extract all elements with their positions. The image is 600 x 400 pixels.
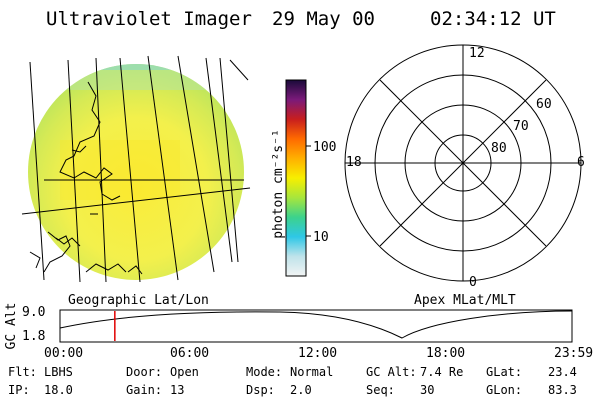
- meridian-line: [177, 55, 215, 273]
- uv-image-disk: [28, 64, 244, 280]
- info-value-glat: 23.4: [548, 365, 577, 379]
- colorbar-tick-100: 100: [313, 140, 337, 155]
- mlat-label-80: 80: [491, 141, 507, 156]
- meridian-line: [205, 57, 233, 263]
- mlt-label-0: 0: [469, 275, 477, 290]
- left-panel-caption: Geographic Lat/Lon: [68, 293, 209, 308]
- info-label-flt: Flt:: [8, 365, 37, 379]
- meridian-line: [29, 61, 45, 281]
- meridian-line: [119, 57, 141, 283]
- meridian-line: [219, 57, 239, 263]
- parallel-line: [21, 187, 251, 215]
- orbit-altitude-line: [59, 310, 573, 339]
- orbit-y-tick-min: 1.8: [22, 329, 46, 344]
- meridian-line: [95, 57, 107, 283]
- info-label-ip: IP:: [8, 383, 30, 397]
- orbit-x-tick: 06:00: [170, 346, 210, 361]
- mlat-label-70: 70: [513, 119, 529, 134]
- colorbar-fill: [285, 79, 307, 277]
- meridian-line: [147, 55, 179, 281]
- info-label-dsp: Dsp:: [246, 383, 275, 397]
- polar-grid: [344, 44, 582, 282]
- info-value-dsp: 2.0: [290, 383, 312, 397]
- info-value-gain: 13: [170, 383, 185, 397]
- instrument-title: Ultraviolet Imager: [46, 8, 252, 30]
- info-value-ip: 18.0: [44, 383, 73, 397]
- header-time: 02:34:12 UT: [430, 8, 556, 30]
- info-label-gain: Gain:: [126, 383, 163, 397]
- mlat-label-60: 60: [536, 97, 552, 112]
- mlt-label-6: 6: [577, 155, 585, 170]
- coastlines: [29, 81, 143, 275]
- orbit-x-tick: 23:59: [554, 346, 594, 361]
- info-label-glon: GLon:: [486, 383, 523, 397]
- orbit-y-tick-max: 9.0: [22, 305, 46, 320]
- orbit-plot-frame: [59, 309, 573, 343]
- info-value-flt: LBHS: [44, 365, 73, 379]
- parallel-line: [229, 59, 249, 81]
- info-value-door: Open: [170, 365, 199, 379]
- geographic-grid: [21, 55, 251, 283]
- info-label-seq: Seq:: [366, 383, 395, 397]
- orbit-ylabel: GC Alt: [4, 302, 19, 350]
- right-panel-caption: Apex MLat/MLT: [414, 293, 516, 308]
- info-value-seq: 30: [420, 383, 435, 397]
- info-value-glon: 83.3: [548, 383, 577, 397]
- mlt-diagonal: [379, 79, 547, 247]
- info-value-gc-alt: 7.4 Re: [420, 365, 464, 379]
- mlt-label-18: 18: [346, 155, 362, 170]
- info-value-mode: Normal: [290, 365, 334, 379]
- meridian-line: [67, 59, 81, 283]
- info-label-gc-alt: GC Alt:: [366, 365, 417, 379]
- colorbar: [285, 79, 311, 277]
- colorbar-tick-10: 10: [313, 230, 329, 245]
- orbit-x-tick: 12:00: [298, 346, 338, 361]
- info-label-door: Door:: [126, 365, 163, 379]
- mlt-label-12: 12: [469, 46, 485, 61]
- orbit-plot: [59, 309, 573, 343]
- orbit-x-tick: 00:00: [44, 346, 84, 361]
- info-label-mode: Mode:: [246, 365, 283, 379]
- orbit-x-tick: 18:00: [426, 346, 466, 361]
- colorbar-unit-label: photon cm⁻²s⁻¹: [271, 129, 286, 239]
- header-date: 29 May 00: [272, 8, 375, 30]
- info-label-glat: GLat:: [486, 365, 523, 379]
